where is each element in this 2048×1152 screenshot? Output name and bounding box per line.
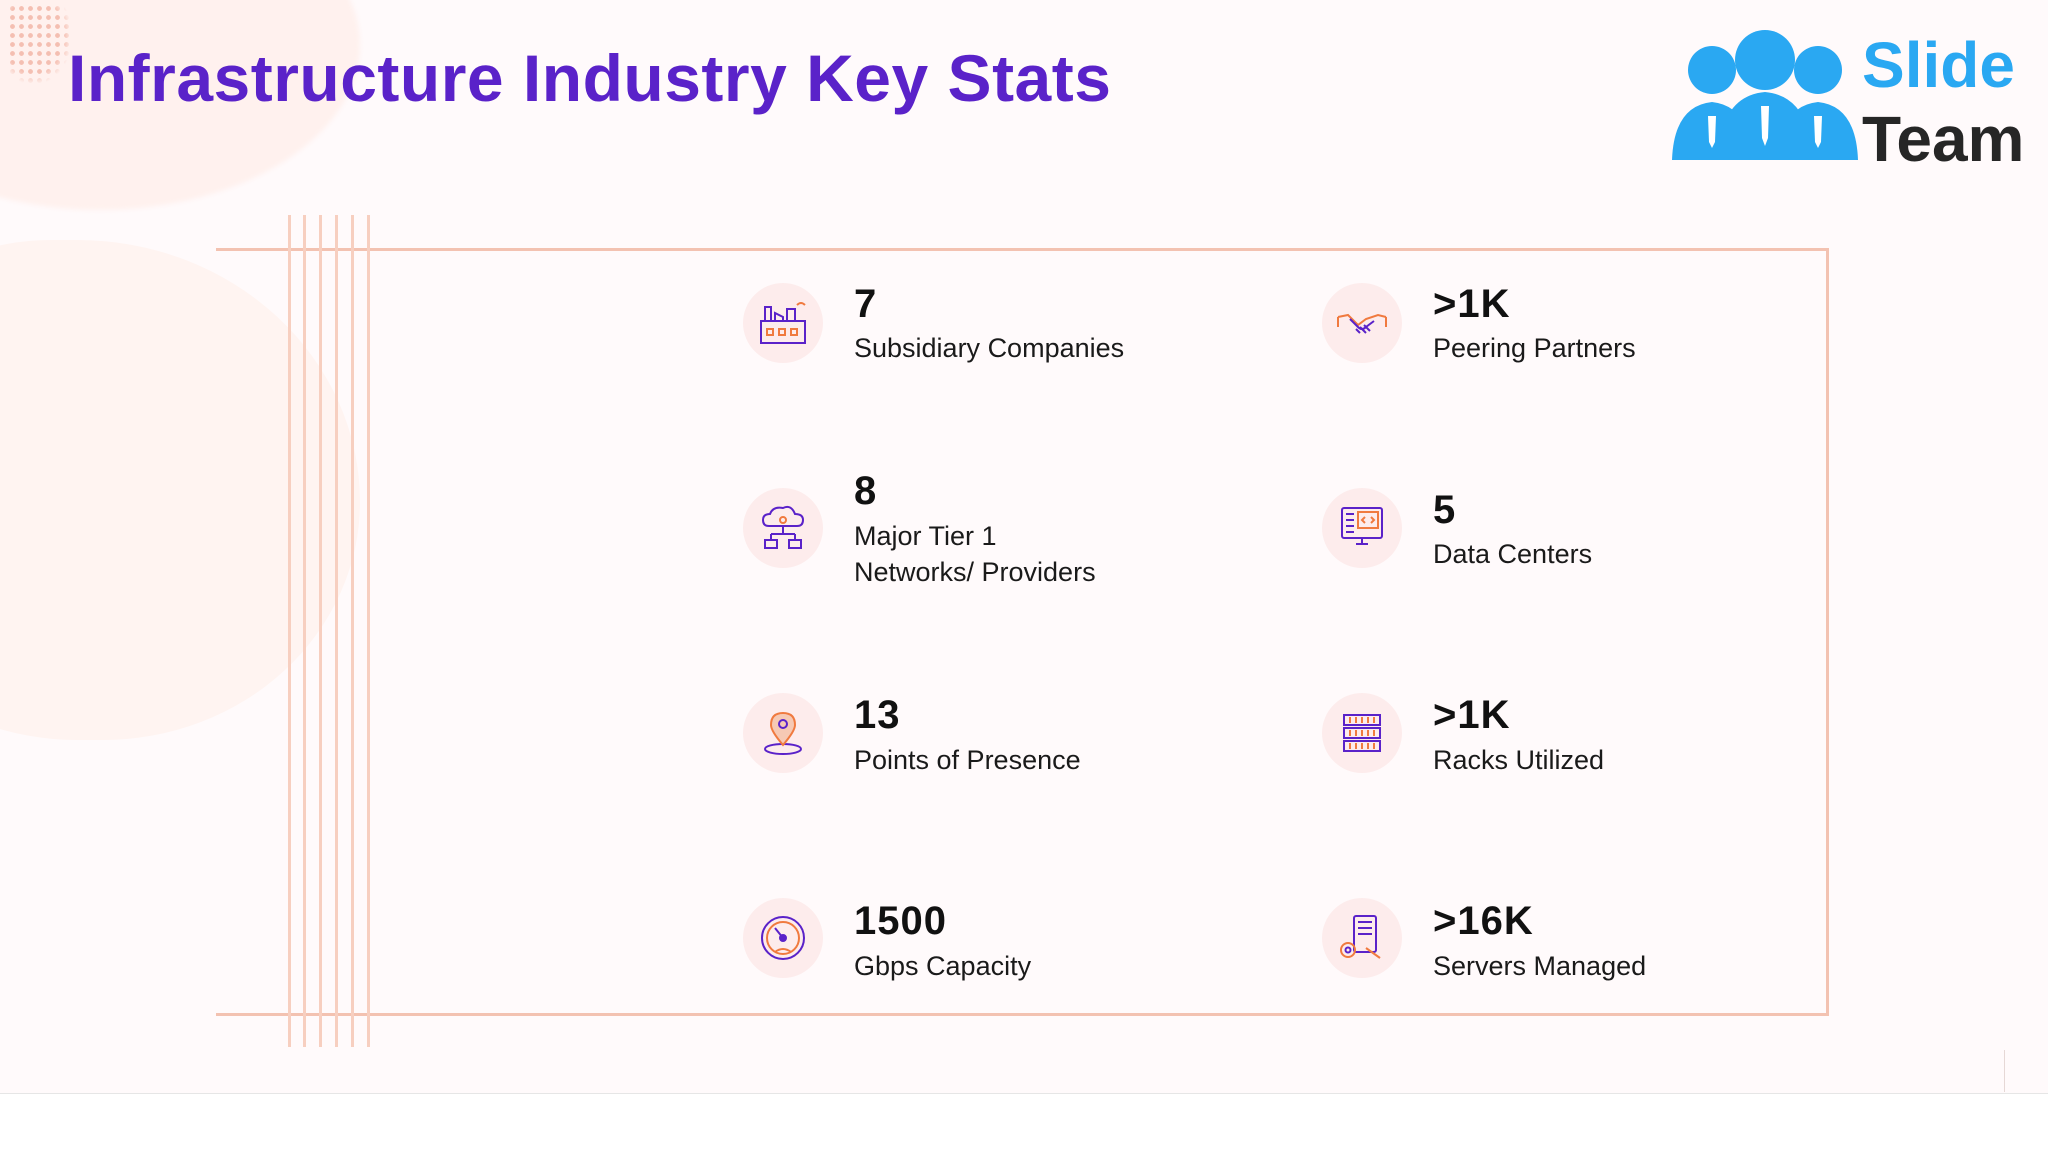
logo-text-slide: Slide <box>1862 29 2015 101</box>
stat-value: 8 <box>854 469 878 513</box>
server-wrench-icon <box>1322 898 1402 978</box>
stat-label: Data Centers <box>1433 539 1593 569</box>
stat-value: >1K <box>1433 282 1511 326</box>
decorative-line <box>367 215 370 1047</box>
stat-label: Racks Utilized <box>1433 745 1605 775</box>
cloud-network-icon <box>743 488 823 568</box>
decorative-line <box>335 215 338 1047</box>
speedometer-icon <box>743 898 823 978</box>
decorative-tick <box>2004 1050 2005 1092</box>
factory-icon <box>743 283 823 363</box>
decorative-line <box>319 215 322 1047</box>
stat-value: >1K <box>1433 693 1511 737</box>
decorative-line <box>288 215 291 1047</box>
monitor-code-icon <box>1322 488 1402 568</box>
stat-label: Peering Partners <box>1433 333 1636 363</box>
location-pin-icon <box>743 693 823 773</box>
decorative-dots <box>8 4 72 84</box>
logo-text-team: Team <box>1862 103 2025 175</box>
stat-value: 7 <box>854 282 878 326</box>
server-rack-icon <box>1322 693 1402 773</box>
decorative-line <box>303 215 306 1047</box>
slide-bottom-border <box>0 1093 2048 1094</box>
stat-label: Servers Managed <box>1433 951 1647 981</box>
stat-value: 5 <box>1433 488 1457 532</box>
stat-label: Points of Presence <box>854 745 1081 775</box>
decorative-line <box>351 215 354 1047</box>
slide-canvas: Infrastructure Industry Key Stats Slide … <box>0 0 2025 1092</box>
stat-label: Networks/ Providers <box>854 557 1096 587</box>
slideteam-logo-icon <box>1672 30 1858 160</box>
stats-frame <box>216 248 1829 1016</box>
slide-title: Infrastructure Industry Key Stats <box>68 41 1112 115</box>
stat-value: >16K <box>1433 899 1534 943</box>
stat-value: 1500 <box>854 899 947 943</box>
stat-label: Major Tier 1 <box>854 521 997 551</box>
stat-label: Subsidiary Companies <box>854 333 1125 363</box>
handshake-icon <box>1322 283 1402 363</box>
stat-value: 13 <box>854 693 901 737</box>
stat-label: Gbps Capacity <box>854 951 1032 981</box>
